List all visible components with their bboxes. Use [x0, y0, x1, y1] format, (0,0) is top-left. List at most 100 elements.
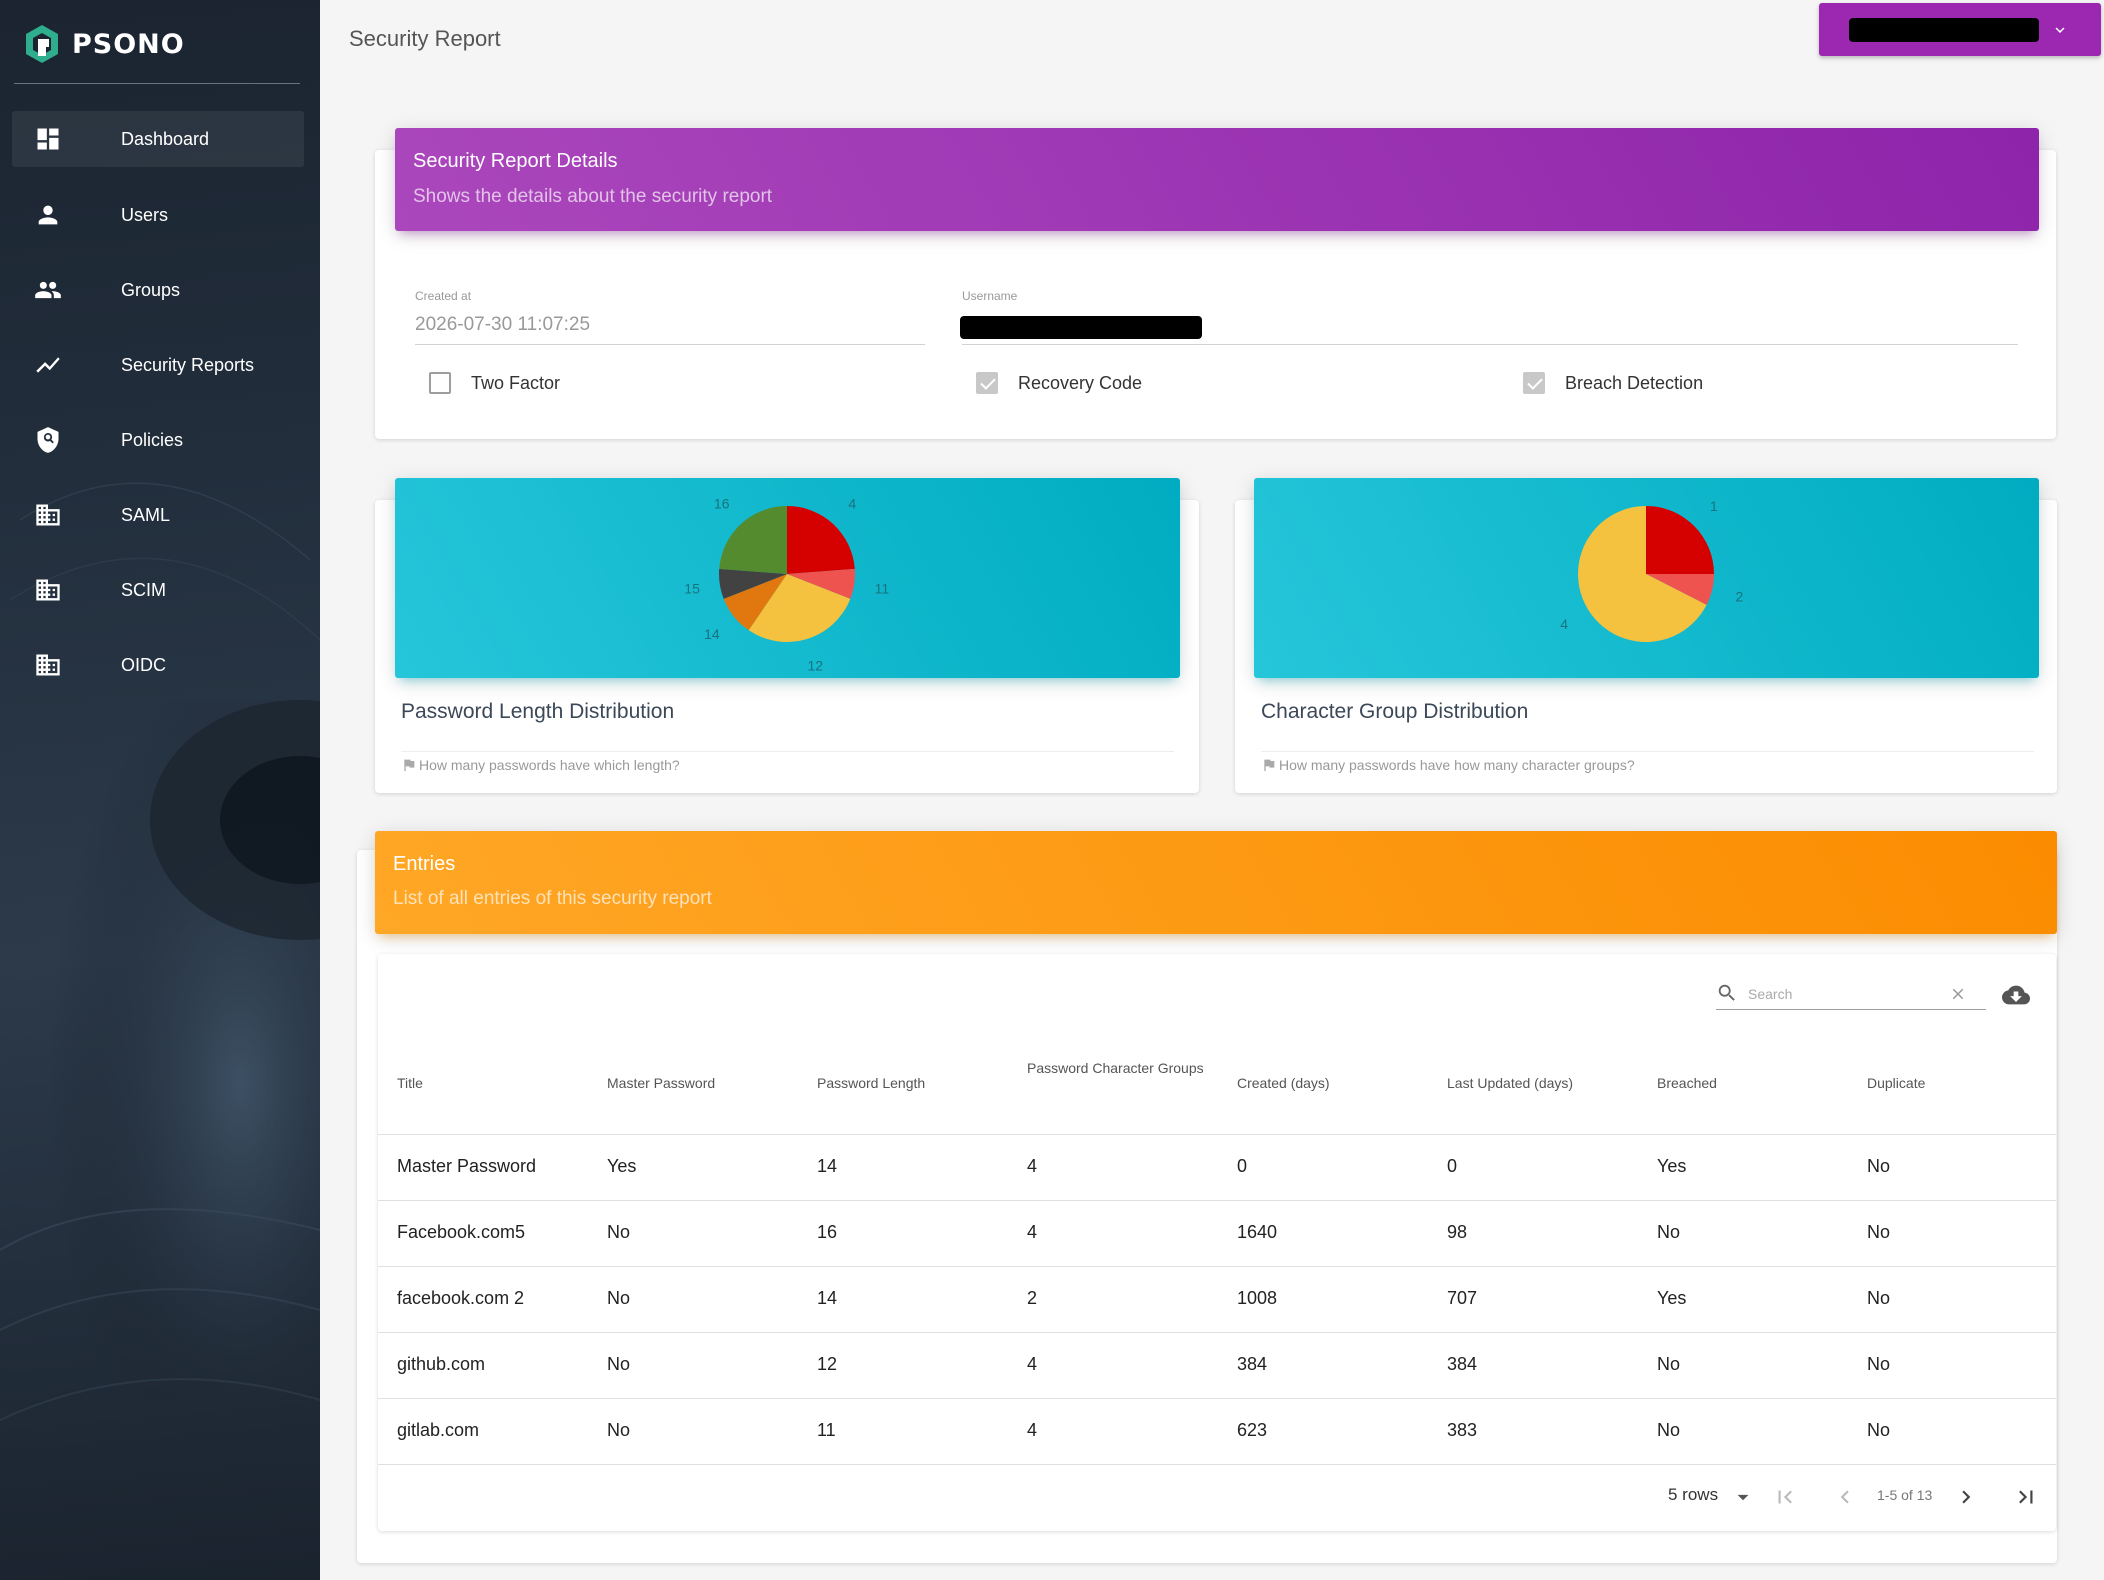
pie-label: 4 — [1560, 616, 1568, 632]
table-cell: 12 — [817, 1354, 838, 1374]
next-page-icon[interactable] — [1953, 1484, 1979, 1510]
sidebar-item-oidc[interactable]: OIDC — [0, 637, 320, 693]
created-at-label: Created at — [415, 289, 472, 303]
page-title: Security Report — [349, 26, 501, 51]
last-page-icon[interactable] — [2013, 1484, 2039, 1510]
pie-slice-4[interactable] — [787, 506, 855, 574]
entries-card-subtitle: List of all entries of this security rep… — [393, 888, 712, 909]
password-length-chart-title: Password Length Distribution — [401, 700, 675, 723]
table-cell: No — [1657, 1222, 1681, 1242]
sidebar-item-label: SAML — [121, 504, 171, 525]
created-at-value: 2026-07-30 11:07:25 — [415, 314, 591, 335]
table-cell: No — [1657, 1420, 1681, 1440]
previous-page-icon[interactable] — [1832, 1484, 1858, 1510]
sidebar-item-groups[interactable]: Groups — [0, 262, 320, 318]
pie-label: 2 — [1735, 588, 1743, 604]
table-cell: No — [1867, 1288, 1891, 1308]
pie-slice-2[interactable] — [1646, 574, 1714, 605]
password-length-pie-chart: 4 11 12 14 15 16 — [684, 496, 889, 674]
entries-card-title: Entries — [393, 853, 456, 875]
details-card-subtitle: Shows the details about the security rep… — [413, 186, 773, 207]
column-header[interactable]: Breached — [1657, 1075, 1717, 1091]
column-header[interactable]: Password Character Groups — [1027, 1060, 1204, 1076]
recovery-code-checkbox-box[interactable] — [976, 372, 998, 394]
sidebar-item-label: Users — [121, 204, 169, 225]
sidebar-item-dashboard[interactable]: Dashboard — [12, 111, 304, 167]
table-cell: No — [1867, 1354, 1891, 1374]
pie-slice-1[interactable] — [1646, 506, 1714, 574]
app-logo[interactable]: PSONO — [24, 22, 185, 66]
user-menu-button[interactable] — [1819, 3, 2101, 56]
search-field[interactable] — [1716, 980, 1986, 1010]
row-divider — [378, 1398, 2056, 1399]
chart-footer-divider — [401, 751, 1174, 752]
sidebar-background-image — [0, 482, 320, 1421]
search-input[interactable] — [1748, 982, 1938, 1006]
pie-slice-14[interactable] — [723, 574, 787, 631]
pie-label: 12 — [808, 658, 824, 674]
people-icon — [35, 281, 61, 299]
column-header[interactable]: Created (days) — [1237, 1075, 1330, 1091]
table-cell: 2 — [1027, 1288, 1038, 1308]
character-group-chart-header: 1 2 4 — [1254, 478, 2039, 678]
table-cell: 16 — [817, 1222, 838, 1242]
row-divider — [378, 1134, 2056, 1135]
two-factor-checkbox[interactable]: Two Factor — [429, 372, 560, 394]
first-page-icon[interactable] — [1772, 1484, 1798, 1510]
column-header[interactable]: Password Length — [817, 1075, 926, 1091]
row-divider — [378, 1200, 2056, 1201]
download-csv-icon[interactable] — [2000, 981, 2032, 1009]
clear-search-icon[interactable] — [1949, 985, 1967, 1003]
building-icon — [36, 654, 60, 676]
page-info: 1-5 of 13 — [1877, 1487, 1933, 1503]
breach-detection-checkbox-box[interactable] — [1523, 372, 1545, 394]
shield-icon — [37, 427, 59, 453]
sidebar-item-label: Security Reports — [121, 354, 255, 375]
recovery-code-checkbox[interactable]: Recovery Code — [976, 372, 1142, 394]
entries-table-panel — [378, 954, 2056, 1531]
table-cell: 384 — [1447, 1354, 1478, 1374]
table-cell: 4 — [1027, 1354, 1038, 1374]
recovery-code-label: Recovery Code — [1018, 372, 1143, 393]
two-factor-checkbox-box[interactable] — [429, 372, 451, 394]
pie-label: 4 — [848, 496, 856, 512]
caret-down-icon[interactable] — [1730, 1484, 1756, 1510]
pie-slice-16[interactable] — [719, 506, 787, 574]
table-cell: No — [607, 1420, 631, 1440]
sidebar-item-scim[interactable]: SCIM — [0, 562, 320, 618]
row-divider — [378, 1464, 2056, 1465]
chevron-down-icon — [2055, 27, 2065, 33]
sidebar-item-saml[interactable]: SAML — [0, 487, 320, 543]
sidebar-item-label: OIDC — [121, 654, 166, 675]
column-header[interactable]: Title — [397, 1075, 423, 1091]
pie-slice-12[interactable] — [748, 574, 851, 642]
table-cell: 4 — [1027, 1222, 1038, 1242]
table-cell: 1008 — [1237, 1288, 1278, 1308]
sidebar-item-label: Policies — [121, 429, 184, 450]
pie-slice-15[interactable] — [719, 568, 787, 599]
sidebar-item-security-reports[interactable]: Security Reports — [0, 337, 320, 393]
column-header[interactable]: Last Updated (days) — [1447, 1075, 1574, 1091]
psono-logo-icon — [26, 25, 58, 63]
table-cell: No — [607, 1222, 631, 1242]
table-cell: 14 — [817, 1156, 838, 1176]
table-cell: facebook.com 2 — [397, 1288, 525, 1308]
table-cell: 623 — [1237, 1420, 1268, 1440]
pie-slice-4[interactable] — [1578, 506, 1707, 642]
table-cell: Yes — [1657, 1156, 1687, 1176]
breach-detection-checkbox[interactable]: Breach Detection — [1523, 372, 1703, 394]
dashboard-icon — [37, 128, 59, 150]
column-header[interactable]: Duplicate — [1867, 1075, 1926, 1091]
search-icon — [1718, 984, 1735, 1001]
app-name: PSONO — [72, 28, 185, 60]
pie-label: 15 — [684, 580, 700, 596]
chart-footer-divider — [1261, 751, 2034, 752]
column-header[interactable]: Master Password — [607, 1075, 716, 1091]
pie-slice-11[interactable] — [787, 568, 855, 599]
sidebar-item-policies[interactable]: Policies — [0, 412, 320, 468]
flag-icon — [1264, 759, 1275, 771]
rows-per-page-select[interactable]: 5 rows — [1668, 1485, 1718, 1505]
table-cell: No — [1867, 1222, 1891, 1242]
table-cell: Master Password — [397, 1156, 537, 1176]
sidebar-item-users[interactable]: Users — [0, 187, 320, 243]
